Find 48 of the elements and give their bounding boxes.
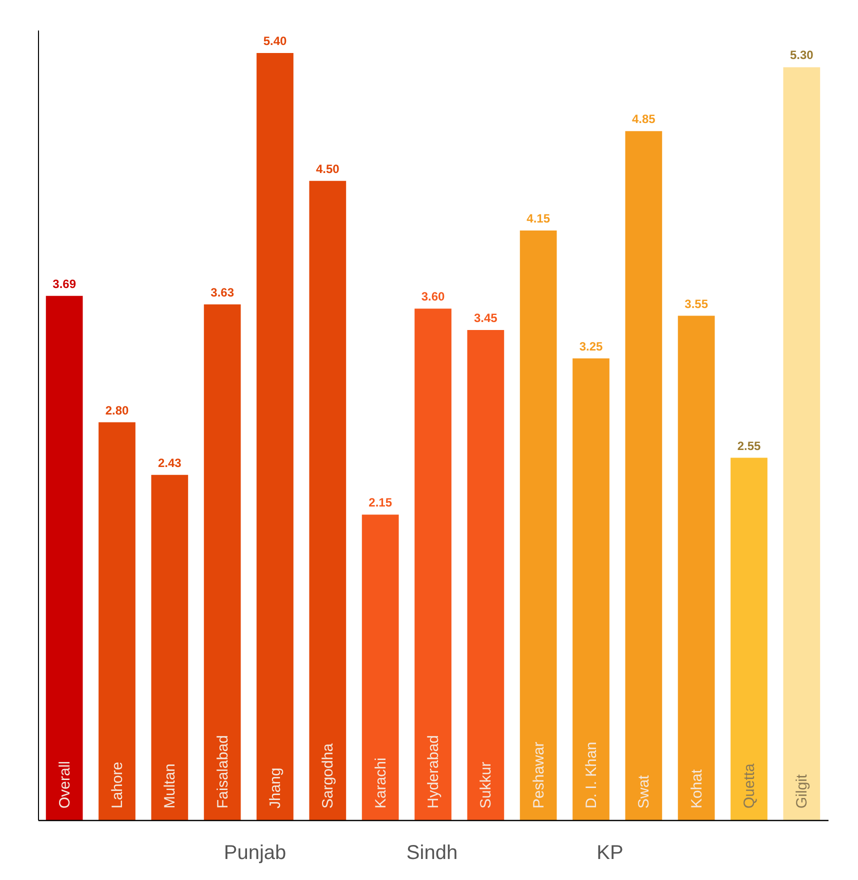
bar <box>204 304 241 820</box>
bar <box>309 180 346 820</box>
bar <box>625 131 662 820</box>
x-tick-label: Multan <box>162 763 179 808</box>
data-label: 3.63 <box>210 285 234 300</box>
x-tick-label: Jhang <box>267 768 284 808</box>
x-tick-label: Gilgit <box>794 773 811 808</box>
bar <box>730 458 768 820</box>
x-tick-label: Swat <box>636 774 653 808</box>
bar <box>256 53 294 820</box>
bar <box>678 316 715 820</box>
x-tick-label: Peshawar <box>530 742 548 808</box>
x-tick-label: Lahore <box>109 762 126 808</box>
x-tick-label: Overall <box>56 760 74 808</box>
x-tick-label: Sukkur <box>478 762 495 808</box>
data-label: 4.85 <box>632 112 656 126</box>
data-label: 2.80 <box>105 403 129 418</box>
bar <box>520 230 557 820</box>
data-label: 2.55 <box>737 438 761 453</box>
bar <box>362 514 399 820</box>
x-tick-label: D. I. Khan <box>583 742 600 808</box>
data-label: 3.69 <box>52 276 76 291</box>
data-label: 4.50 <box>316 162 340 176</box>
data-label: 4.15 <box>526 212 550 226</box>
data-label: 5.40 <box>263 34 287 48</box>
x-tick-label: Sargodha <box>320 742 337 808</box>
bar <box>98 422 136 820</box>
data-label: 3.25 <box>579 339 603 354</box>
bar <box>572 358 610 820</box>
x-tick-label: Faisalabad <box>214 735 232 808</box>
bar <box>783 67 820 820</box>
text: KP <box>596 842 624 865</box>
bar <box>467 330 504 820</box>
data-label: 3.55 <box>684 296 708 311</box>
bar <box>151 474 188 820</box>
x-tick-label: Hyderabad <box>425 735 442 808</box>
x-tick-label: Karachi <box>372 758 390 808</box>
bar <box>46 296 83 820</box>
data-label: 5.30 <box>790 48 814 62</box>
data-label: 2.43 <box>158 456 182 470</box>
text: Punjab <box>224 842 286 865</box>
x-tick-label: Kohat <box>688 768 706 808</box>
data-label: 3.45 <box>474 310 498 325</box>
x-tick-label: Quetta <box>741 762 758 808</box>
text: Sindh <box>406 842 458 865</box>
bar <box>414 308 452 820</box>
data-label: 2.15 <box>368 496 392 510</box>
data-label: 3.60 <box>421 290 445 304</box>
